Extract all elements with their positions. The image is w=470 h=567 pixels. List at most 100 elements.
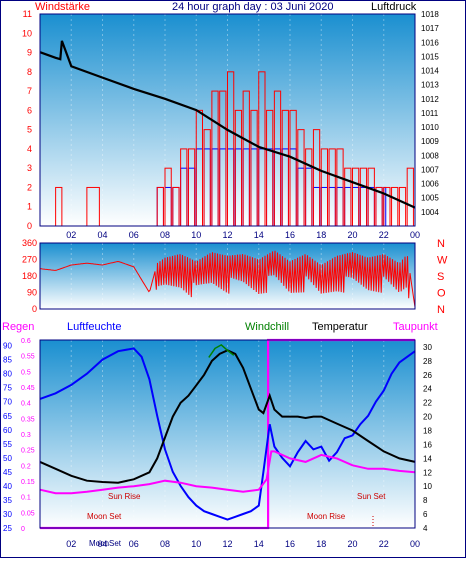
dewpoint-axis-label: Taupunkt <box>393 321 438 333</box>
compass-label: N <box>437 304 445 316</box>
humidity-tick-label: 60 <box>3 426 12 435</box>
rain-tick-label: 0.15 <box>21 479 35 486</box>
temperature-tick-label: 26 <box>423 371 432 380</box>
x-tick-label: 22 <box>379 230 389 240</box>
sun-set-annotation: Sun Set <box>357 492 386 501</box>
wind-tick-label: 7 <box>27 86 32 96</box>
direction-tick-label: 90 <box>27 288 37 298</box>
humidity-tick-label: 40 <box>3 482 12 491</box>
x-tick-label: 10 <box>191 230 201 240</box>
wind-tick-label: 11 <box>23 9 32 19</box>
wind-tick-label: 9 <box>27 48 32 58</box>
compass-label: W <box>437 255 448 267</box>
x-tick-label: 00 <box>410 539 420 549</box>
rain-tick-label: 0.4 <box>21 401 31 408</box>
x-tick-label: 06 <box>129 539 139 549</box>
compass-label: S <box>437 271 444 283</box>
x-tick-label: 14 <box>254 539 264 549</box>
temperature-line <box>39 349 416 484</box>
temperature-tick-label: 6 <box>423 510 428 519</box>
x-tick-label: 06 <box>129 230 139 240</box>
temperature-tick-label: 28 <box>423 357 432 366</box>
compass-label: O <box>437 288 446 300</box>
dewpoint-line <box>39 450 416 495</box>
pressure-tick-label: 1006 <box>421 180 439 189</box>
rain-tick-label: 0.2 <box>21 463 31 470</box>
temperature-tick-label: 24 <box>423 385 432 394</box>
x-tick-label: 00 <box>410 230 420 240</box>
wind-tick-label: 6 <box>27 105 32 115</box>
rain-tick-label: 0.5 <box>21 369 31 376</box>
temperature-tick-label: 18 <box>423 427 432 436</box>
pressure-tick-label: 1004 <box>421 208 439 217</box>
rain-tick-label: 0 <box>21 526 25 533</box>
wind-tick-label: 0 <box>27 221 32 231</box>
rain-tick-label: 0.35 <box>21 416 35 423</box>
x-tick-label: 16 <box>285 230 295 240</box>
humidity-tick-label: 55 <box>3 440 12 449</box>
pressure-tick-label: 1010 <box>421 123 439 132</box>
sun-rise-annotation: Sun Rise <box>108 492 141 501</box>
temperature-tick-label: 10 <box>423 482 432 491</box>
pressure-tick-label: 1011 <box>421 109 439 118</box>
rain-tick-label: 0.45 <box>21 385 35 392</box>
pressure-tick-label: 1018 <box>421 10 439 19</box>
humidity-tick-label: 35 <box>3 496 12 505</box>
x-tick-label: 18 <box>316 539 326 549</box>
humidity-tick-label: 70 <box>3 398 12 407</box>
wind-tick-label: 5 <box>27 125 32 135</box>
pressure-tick-label: 1005 <box>421 194 439 203</box>
humidity-tick-label: 45 <box>3 468 12 477</box>
direction-tick-label: 360 <box>22 238 37 248</box>
wind-direction-line <box>39 250 416 308</box>
temperature-tick-label: 20 <box>423 413 432 422</box>
rain-axis-label: Regen <box>2 321 34 333</box>
x-tick-label: 20 <box>347 230 357 240</box>
humidity-tick-label: 90 <box>3 342 12 351</box>
windchill-legend: Windchill <box>245 321 289 333</box>
rain-tick-label: 0.6 <box>21 338 31 345</box>
x-tick-label: 08 <box>160 230 170 240</box>
humidity-tick-label: 65 <box>3 412 12 421</box>
x-tick-label: 04 <box>97 539 107 549</box>
rain-tick-label: 0.25 <box>21 448 35 455</box>
pressure-tick-label: 1013 <box>421 81 439 90</box>
temperature-tick-label: 14 <box>423 454 432 463</box>
temperature-tick-label: 30 <box>423 343 432 352</box>
compass-label: N <box>437 238 445 250</box>
wind-tick-label: 3 <box>27 163 32 173</box>
humidity-tick-label: 75 <box>3 384 12 393</box>
wind-tick-label: 2 <box>27 182 32 192</box>
plot3-border <box>39 339 416 529</box>
pressure-tick-label: 1009 <box>421 137 439 146</box>
moonset-axis-annotation: MoonSet <box>89 539 122 548</box>
humidity-line <box>39 347 416 521</box>
pressure-tick-label: 1015 <box>421 52 439 61</box>
x-tick-label: 08 <box>160 539 170 549</box>
wind-tick-label: 4 <box>27 144 32 154</box>
pressure-line <box>39 40 416 209</box>
humidity-tick-label: 50 <box>3 454 12 463</box>
x-tick-label: 12 <box>222 539 232 549</box>
wind-tick-label: 8 <box>27 67 32 77</box>
pressure-tick-label: 1017 <box>421 24 439 33</box>
x-tick-label: 02 <box>66 539 76 549</box>
direction-tick-label: 0 <box>32 304 37 314</box>
temperature-tick-label: 12 <box>423 468 432 477</box>
x-tick-label: 18 <box>316 230 326 240</box>
plot-temperature-humidity: Sun Rise Sun Set Moon Set Moon Rise 25 30… <box>3 338 432 549</box>
moon-set-annotation: Moon Set <box>87 512 122 521</box>
x-tick-label: 22 <box>379 539 389 549</box>
pressure-tick-label: 1012 <box>421 95 439 104</box>
x-tick-label: 14 <box>254 230 264 240</box>
windchill-line <box>208 343 235 358</box>
x-tick-label: 20 <box>347 539 357 549</box>
pressure-axis-label: Luftdruck <box>371 1 417 13</box>
humidity-tick-label: 25 <box>3 524 12 533</box>
x-tick-label: 04 <box>97 230 107 240</box>
x-tick-label: 10 <box>191 539 201 549</box>
humidity-tick-label: 80 <box>3 370 12 379</box>
